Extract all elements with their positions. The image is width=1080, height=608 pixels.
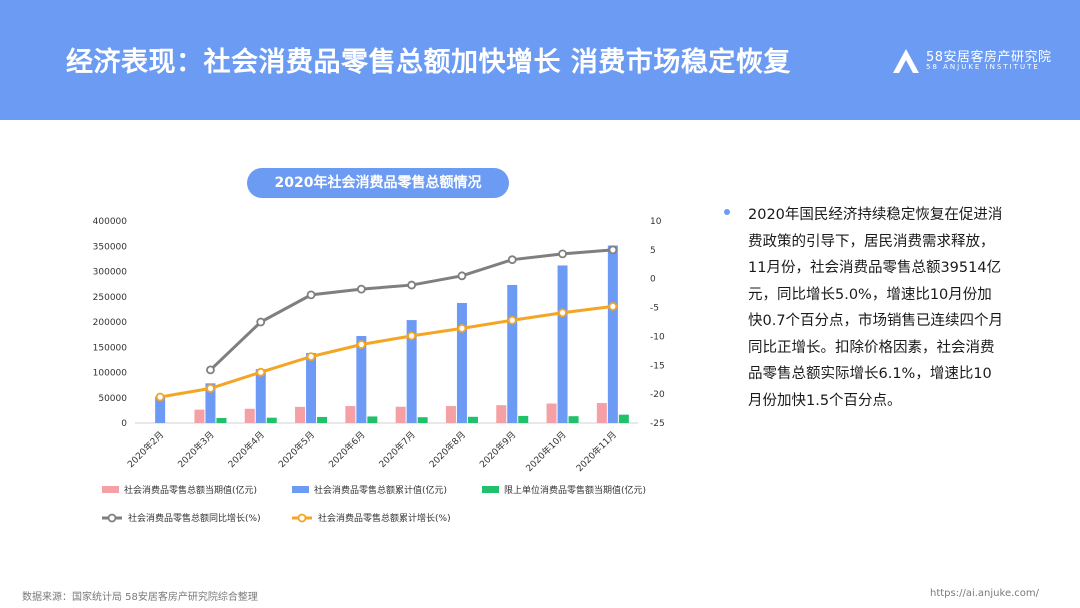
left-axis-tick: 0 bbox=[121, 419, 127, 429]
bar-cumulative bbox=[255, 369, 266, 423]
left-axis-tick: 400000 bbox=[93, 217, 128, 227]
bar-monthly bbox=[244, 408, 255, 423]
left-axis-tick: 350000 bbox=[93, 242, 128, 252]
bar-cumulative bbox=[406, 320, 417, 423]
left-axis-tick: 250000 bbox=[93, 293, 128, 303]
point-yoy-growth bbox=[608, 245, 618, 255]
left-axis-tick: 150000 bbox=[93, 343, 128, 353]
x-axis-tick: 2020年11月 bbox=[573, 429, 619, 475]
legend-marker bbox=[297, 513, 307, 523]
right-axis-tick: -15 bbox=[650, 361, 665, 371]
bar-cumulative bbox=[456, 302, 467, 423]
point-cumulative-growth bbox=[155, 392, 165, 402]
logo-subtext: 58 ANJUKE INSTITUTE bbox=[926, 63, 1040, 71]
header-banner bbox=[0, 0, 1080, 120]
bar-cumulative bbox=[205, 383, 216, 423]
legend-marker bbox=[107, 513, 117, 523]
bar-cumulative bbox=[155, 396, 166, 423]
right-axis-tick: -20 bbox=[650, 390, 665, 400]
bar-above-scale bbox=[367, 416, 378, 423]
legend-label: 社会消费品零售总额同比增长(%) bbox=[128, 512, 261, 524]
bar-monthly bbox=[345, 406, 356, 423]
x-axis-tick: 2020年4月 bbox=[225, 429, 266, 470]
point-cumulative-growth bbox=[356, 340, 366, 349]
bar-above-scale bbox=[568, 416, 579, 423]
x-axis-tick: 2020年2月 bbox=[125, 429, 166, 470]
right-axis-tick: 5 bbox=[650, 246, 656, 256]
legend-label: 社会消费品零售总额当期值(亿元) bbox=[124, 484, 257, 496]
legend-swatch bbox=[292, 486, 309, 493]
bullet-dot bbox=[724, 209, 730, 215]
left-axis-tick: 50000 bbox=[98, 394, 127, 404]
point-cumulative-growth bbox=[407, 331, 417, 341]
left-axis-tick: 200000 bbox=[93, 318, 128, 328]
point-cumulative-growth bbox=[457, 323, 467, 333]
bar-above-scale bbox=[216, 417, 227, 423]
point-yoy-growth bbox=[306, 290, 316, 300]
point-cumulative-growth bbox=[558, 308, 567, 318]
legend-swatch bbox=[482, 486, 499, 493]
bar-above-scale bbox=[266, 417, 277, 423]
bar-above-scale bbox=[518, 415, 529, 423]
bar-cumulative bbox=[306, 352, 317, 423]
bar-monthly bbox=[496, 405, 507, 423]
summary-paragraph: 2020年国民经济持续稳定恢复在促进消费政策的引导下，居民消费需求释放，11月份… bbox=[748, 207, 1004, 409]
source-url: https://ai.anjuke.com/ bbox=[930, 588, 1040, 599]
bar-monthly bbox=[194, 409, 205, 423]
point-cumulative-growth bbox=[206, 383, 215, 393]
line-cumulative-growth bbox=[159, 304, 614, 399]
right-axis-tick: 0 bbox=[650, 275, 656, 285]
brand-logo: 58安居客房产研究院 58 ANJUKE INSTITUTE bbox=[892, 46, 1062, 86]
right-axis-tick: 10 bbox=[650, 217, 662, 227]
legend-label: 限上单位消费品零售额当期值(亿元) bbox=[504, 484, 646, 496]
bar-monthly bbox=[295, 406, 306, 423]
x-axis-tick: 2020年9月 bbox=[477, 429, 518, 470]
bar-above-scale bbox=[467, 416, 478, 423]
left-axis-tick: 300000 bbox=[93, 268, 128, 278]
legend-swatch bbox=[102, 486, 119, 493]
bar-monthly bbox=[596, 403, 607, 423]
point-yoy-growth bbox=[256, 317, 266, 327]
x-axis-tick: 2020年10月 bbox=[523, 429, 569, 475]
chart-title: 2020年社会消费品零售总额情况 bbox=[247, 168, 509, 198]
point-yoy-growth bbox=[206, 365, 215, 375]
logo-text: 58安居客房产研究院 bbox=[926, 50, 1052, 65]
legend-label: 社会消费品零售总额累计值(亿元) bbox=[314, 484, 447, 496]
bar-above-scale bbox=[417, 417, 428, 423]
point-yoy-growth bbox=[558, 249, 567, 259]
bar-cumulative bbox=[356, 336, 367, 423]
point-yoy-growth bbox=[356, 284, 366, 294]
x-axis-tick: 2020年3月 bbox=[175, 429, 216, 470]
point-cumulative-growth bbox=[507, 315, 517, 325]
right-axis-tick: -25 bbox=[650, 419, 665, 429]
point-cumulative-growth bbox=[306, 352, 316, 362]
logo-icon bbox=[893, 49, 919, 73]
slide-title: 经济表现：社会消费品零售总额加快增长 消费市场稳定恢复 bbox=[66, 47, 791, 78]
bar-cumulative bbox=[557, 265, 568, 423]
x-axis-tick: 2020年8月 bbox=[427, 429, 468, 470]
bar-monthly bbox=[546, 403, 557, 423]
point-cumulative-growth bbox=[608, 302, 618, 311]
point-cumulative-growth bbox=[256, 367, 266, 377]
left-axis-tick: 100000 bbox=[93, 369, 128, 379]
point-yoy-growth bbox=[507, 255, 517, 265]
point-yoy-growth bbox=[457, 271, 467, 281]
x-axis-tick: 2020年7月 bbox=[376, 429, 417, 470]
bar-cumulative bbox=[507, 284, 518, 423]
x-axis-tick: 2020年5月 bbox=[276, 429, 317, 470]
bar-above-scale bbox=[618, 414, 629, 423]
bar-cumulative bbox=[607, 245, 618, 423]
right-axis-tick: -5 bbox=[650, 304, 659, 314]
bar-monthly bbox=[445, 406, 456, 423]
bar-monthly bbox=[395, 406, 406, 423]
x-axis-tick: 2020年6月 bbox=[326, 429, 367, 470]
bar-above-scale bbox=[317, 416, 328, 423]
legend-label: 社会消费品零售总额累计增长(%) bbox=[318, 512, 451, 524]
point-yoy-growth bbox=[407, 280, 417, 290]
right-axis-tick: -10 bbox=[650, 332, 665, 342]
data-source: 数据来源：国家统计局 58安居客房产研究院综合整理 bbox=[22, 592, 258, 603]
